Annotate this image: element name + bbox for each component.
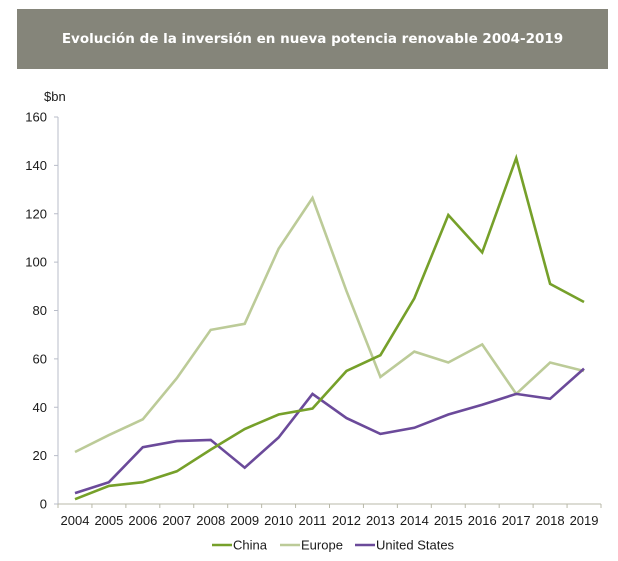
series-line-europe: [74, 195, 585, 454]
y-tick-label: 40: [33, 400, 47, 415]
x-tick-label: 2015: [434, 513, 463, 528]
x-tick-label: 2010: [264, 513, 293, 528]
chart-title: Evolución de la inversión en nueva poten…: [61, 31, 564, 47]
x-tick-label: 2013: [366, 513, 395, 528]
x-tick-label: 2016: [468, 513, 497, 528]
y-tick-label: 160: [25, 110, 47, 125]
legend-label-europe: Europe: [301, 538, 343, 553]
x-tick-label: 2014: [400, 513, 429, 528]
y-tick-label: 120: [25, 206, 47, 221]
legend-item-europe: Europe: [280, 538, 343, 553]
x-tick-label: 2009: [230, 513, 259, 528]
legend-item-united-states: United States: [355, 538, 455, 553]
y-tick-label: 100: [25, 255, 47, 270]
x-tick-label: 2004: [61, 513, 90, 528]
legend-label-united-states: United States: [376, 538, 455, 553]
x-tick-label: 2019: [570, 513, 599, 528]
y-tick-label: 0: [40, 497, 47, 512]
legend-item-china: China: [212, 538, 268, 553]
y-tick-label: 20: [33, 448, 47, 463]
x-tick-label: 2005: [94, 513, 123, 528]
y-tick-label: 80: [33, 303, 47, 318]
x-tick-label: 2007: [162, 513, 191, 528]
x-tick-label: 2006: [128, 513, 157, 528]
x-tick-label: 2008: [196, 513, 225, 528]
x-tick-label: 2011: [299, 513, 327, 528]
series-group: [74, 153, 585, 501]
legend-label-china: China: [233, 538, 268, 553]
legend: China Europe United States: [212, 538, 455, 553]
title-banner: Evolución de la inversión en nueva poten…: [17, 9, 608, 69]
axes: 0 20 40 60 80 100 120 140 160 2004 2005 2006 2007 200…: [25, 110, 602, 528]
x-tick-label: 2018: [536, 513, 565, 528]
y-axis-unit-label: $bn: [44, 89, 66, 104]
series-line-united-states: [74, 367, 585, 495]
series-line-china: [74, 153, 585, 501]
y-tick-label: 60: [33, 351, 47, 366]
x-tick-label: 2017: [502, 513, 531, 528]
x-tick-label: 2012: [332, 513, 361, 528]
y-tick-label: 140: [25, 158, 47, 173]
